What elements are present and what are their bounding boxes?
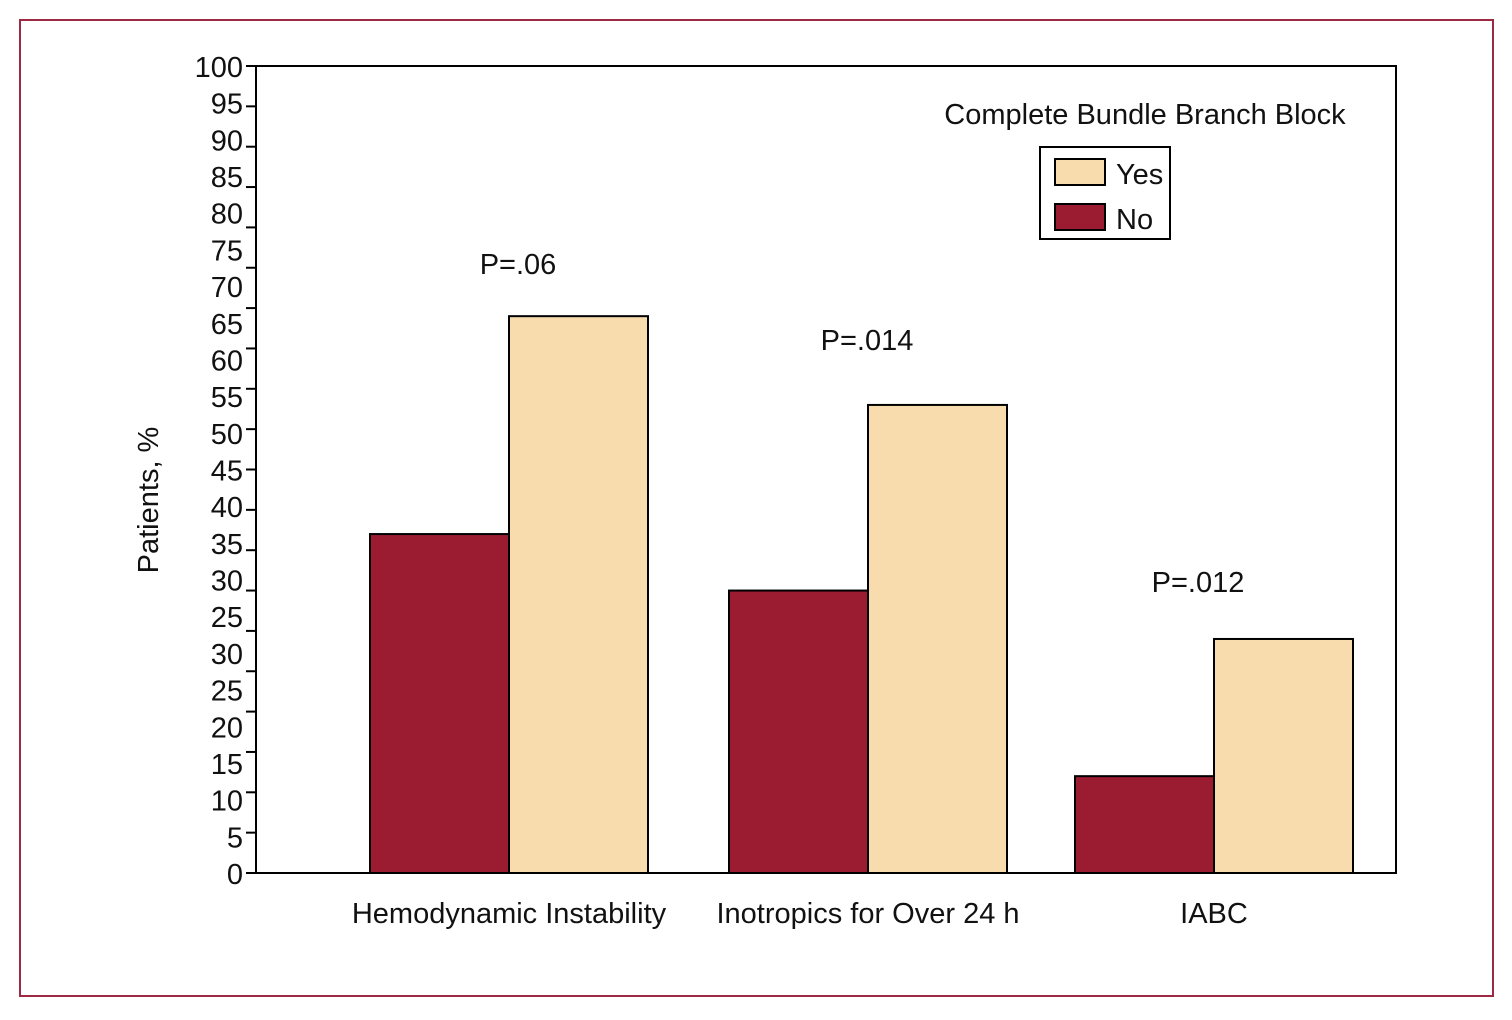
y-tick-label: 10 bbox=[211, 786, 243, 818]
legend-label-yes: Yes bbox=[1116, 159, 1163, 191]
y-tick-label: 45 bbox=[211, 456, 243, 488]
y-tick-label: 55 bbox=[211, 382, 243, 414]
y-tick-label: 15 bbox=[211, 749, 243, 781]
y-tick-label: 30 bbox=[211, 639, 243, 671]
y-tick-label: 100 bbox=[195, 52, 243, 84]
y-tick-label: 5 bbox=[227, 822, 243, 854]
p-value-annotation: P=.014 bbox=[821, 325, 914, 357]
legend: Yes No bbox=[1039, 146, 1171, 240]
p-value-annotation: P=.06 bbox=[480, 249, 557, 281]
bar-no bbox=[369, 533, 510, 874]
bar-yes bbox=[1213, 637, 1354, 874]
y-tick-label: 85 bbox=[211, 162, 243, 194]
bar-yes bbox=[508, 315, 649, 875]
legend-label-no: No bbox=[1116, 204, 1153, 236]
y-tick-label: 70 bbox=[211, 272, 243, 304]
y-tick-label: 75 bbox=[211, 235, 243, 267]
plot-area bbox=[255, 65, 1397, 874]
y-tick-label: 80 bbox=[211, 199, 243, 231]
y-tick-label: 25 bbox=[211, 676, 243, 708]
y-tick-label: 95 bbox=[211, 89, 243, 121]
figure-frame bbox=[19, 19, 1494, 997]
y-tick-label: 0 bbox=[227, 859, 243, 891]
y-tick-label: 30 bbox=[211, 566, 243, 598]
y-tick-label: 50 bbox=[211, 419, 243, 451]
y-tick-label: 90 bbox=[211, 125, 243, 157]
legend-swatch-no bbox=[1054, 203, 1106, 231]
y-tick-label: 35 bbox=[211, 529, 243, 561]
bar-no bbox=[1074, 775, 1215, 874]
y-tick-label: 60 bbox=[211, 345, 243, 377]
x-tick-label: Hemodynamic Instability bbox=[352, 898, 667, 930]
x-tick-label: Inotropics for Over 24 h bbox=[716, 898, 1019, 930]
bar-yes bbox=[867, 403, 1008, 874]
y-tick-label: 65 bbox=[211, 309, 243, 341]
y-tick-label: 25 bbox=[211, 602, 243, 634]
y-tick-label: 40 bbox=[211, 492, 243, 524]
p-value-annotation: P=.012 bbox=[1152, 567, 1245, 599]
x-tick-label: IABC bbox=[1180, 898, 1248, 930]
legend-title: Complete Bundle Branch Block bbox=[944, 99, 1346, 131]
bar-no bbox=[728, 589, 869, 874]
y-tick-label: 20 bbox=[211, 712, 243, 744]
legend-swatch-yes bbox=[1054, 158, 1106, 186]
y-axis-label: Patients, % bbox=[133, 427, 165, 574]
